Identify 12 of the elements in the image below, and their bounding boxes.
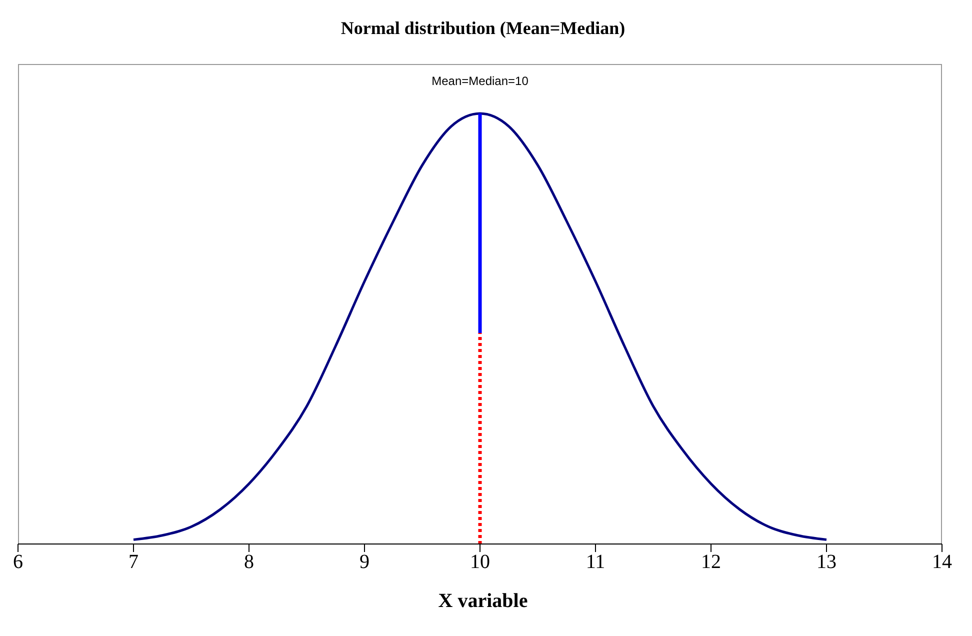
x-tick-label: 7 bbox=[128, 551, 138, 574]
text: Mean=Median=10 bbox=[432, 74, 528, 88]
x-tick-label: 12 bbox=[701, 551, 721, 574]
x-tick-label: 14 bbox=[932, 551, 952, 574]
x-axis-title: X variable bbox=[437, 590, 529, 613]
x-tick-label: 11 bbox=[586, 551, 606, 574]
x-tick-label: 8 bbox=[244, 551, 254, 574]
x-tick-label: 9 bbox=[360, 551, 370, 574]
chart-title: Normal distribution (Mean=Median) bbox=[340, 17, 626, 40]
x-tick-label: 6 bbox=[13, 551, 23, 574]
x-tick-label: 13 bbox=[816, 551, 836, 574]
x-tick-label: 10 bbox=[470, 551, 490, 574]
